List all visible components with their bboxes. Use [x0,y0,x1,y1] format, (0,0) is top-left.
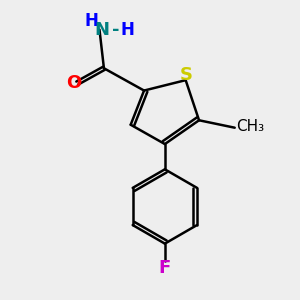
Text: -: - [112,21,120,39]
Text: N: N [94,21,109,39]
Text: H: H [121,21,135,39]
Text: F: F [159,259,171,277]
Text: H: H [84,12,98,30]
Text: O: O [66,74,81,92]
Text: CH₃: CH₃ [236,119,264,134]
Text: S: S [180,66,193,84]
